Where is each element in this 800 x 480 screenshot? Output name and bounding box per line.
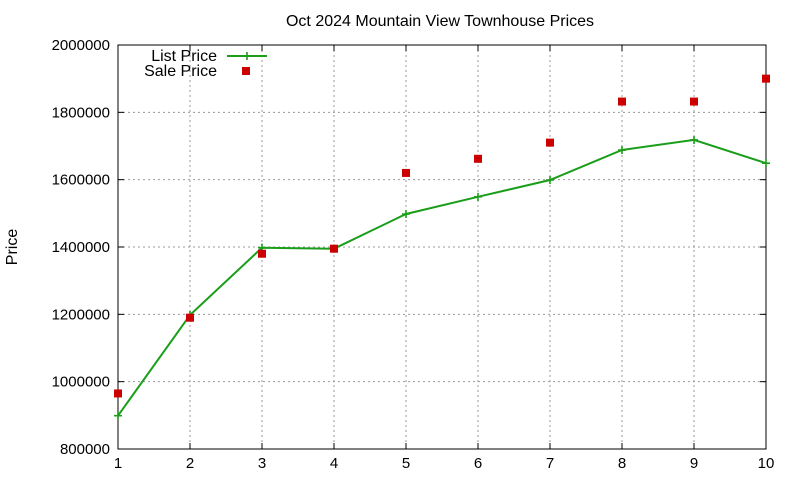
y-tick-label: 1600000 <box>52 172 110 189</box>
sale-price-point <box>474 154 482 163</box>
x-tick-label: 5 <box>402 455 410 472</box>
sale-price-point <box>618 97 626 106</box>
y-tick-label: 1200000 <box>52 306 110 323</box>
x-tick-label: 1 <box>114 455 122 472</box>
sale-price-point <box>258 249 266 258</box>
y-tick-label: 1400000 <box>52 239 110 256</box>
series-layer <box>114 74 770 420</box>
chart-title: Oct 2024 Mountain View Townhouse Prices <box>286 13 594 30</box>
legend-label-list-price: List Price <box>151 48 217 65</box>
grid-layer <box>118 45 766 449</box>
x-tick-label: 3 <box>258 455 266 472</box>
series-line-list-price <box>117 138 767 417</box>
y-tick-label: 1800000 <box>52 104 110 121</box>
y-axis-label: Price <box>4 229 21 266</box>
sale-price-point <box>330 244 338 253</box>
x-tick-label: 9 <box>690 455 698 472</box>
sale-price-point <box>186 313 194 322</box>
y-tick-label: 2000000 <box>52 37 110 54</box>
x-tick-label: 2 <box>186 455 194 472</box>
list-price-point <box>762 159 770 168</box>
x-tick-label: 6 <box>474 455 482 472</box>
legend-marker-sale-price <box>242 67 250 75</box>
x-tick-label: 8 <box>618 455 626 472</box>
y-ticks: 800000 1000000 1200000 1400000 1600000 180000… <box>52 37 766 458</box>
legend: List Price Sale Price <box>144 48 267 80</box>
y-tick-label: 800000 <box>60 441 110 458</box>
legend-marker-list-price <box>243 52 251 60</box>
list-price-point <box>474 192 482 201</box>
x-tick-label: 7 <box>546 455 554 472</box>
sale-price-point <box>402 168 410 177</box>
x-tick-label: 10 <box>758 455 775 472</box>
list-price-point <box>618 146 626 155</box>
sale-price-point <box>546 138 554 147</box>
x-ticks: 1 2 3 4 5 6 7 8 9 10 <box>114 45 775 472</box>
legend-label-sale-price: Sale Price <box>144 63 217 80</box>
x-tick-label: 4 <box>330 455 338 472</box>
list-price-point <box>690 135 698 144</box>
list-price-point <box>546 176 554 185</box>
sale-price-point <box>690 97 698 106</box>
sale-price-point <box>762 74 770 83</box>
list-price-point <box>114 411 122 420</box>
y-tick-label: 1000000 <box>52 374 110 391</box>
list-price-point <box>402 210 410 219</box>
sale-price-point <box>114 389 122 398</box>
